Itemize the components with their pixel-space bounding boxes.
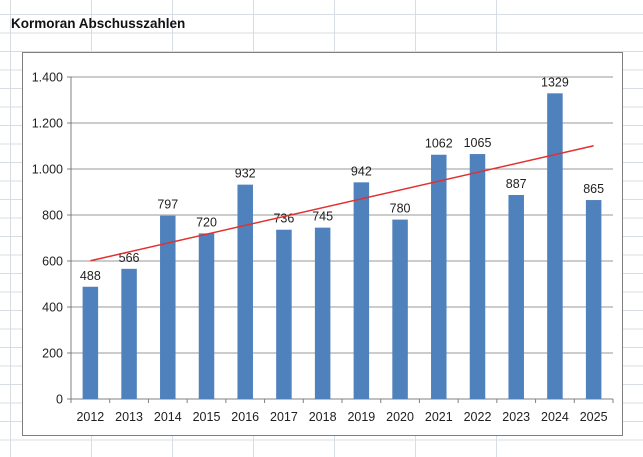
data-label: 780 bbox=[390, 202, 411, 216]
x-axis-label: 2023 bbox=[502, 410, 530, 424]
y-axis-label: 1.200 bbox=[32, 117, 63, 131]
y-axis-label: 1.400 bbox=[32, 71, 63, 85]
x-axis-label: 2013 bbox=[115, 410, 143, 424]
data-label: 797 bbox=[157, 198, 178, 212]
x-axis-label: 2025 bbox=[580, 410, 608, 424]
data-label: 1329 bbox=[541, 75, 569, 89]
x-axis-label: 2017 bbox=[270, 410, 298, 424]
bar[interactable] bbox=[547, 93, 563, 399]
x-axis-label: 2012 bbox=[76, 410, 104, 424]
y-axis-label: 200 bbox=[42, 347, 63, 361]
bar[interactable] bbox=[508, 194, 524, 399]
chart-frame[interactable]: 0 200 400 600 800 1.000 1.200 1.400 488 566 797 720… bbox=[22, 52, 623, 436]
bar[interactable] bbox=[276, 229, 292, 399]
x-axis-label: 2015 bbox=[193, 410, 221, 424]
x-axis-label: 2014 bbox=[154, 410, 182, 424]
bar[interactable] bbox=[314, 227, 331, 399]
data-label: 887 bbox=[506, 177, 527, 191]
y-axis-label: 1.000 bbox=[32, 163, 63, 177]
data-label: 488 bbox=[80, 269, 101, 283]
bar[interactable] bbox=[198, 233, 215, 399]
data-label: 865 bbox=[583, 182, 604, 196]
bar[interactable] bbox=[431, 154, 447, 399]
chart-canvas: 0 200 400 600 800 1.000 1.200 1.400 488 566 797 720… bbox=[32, 71, 614, 424]
y-axis-label: 600 bbox=[42, 255, 63, 269]
data-label: 566 bbox=[119, 251, 140, 265]
x-axis-label: 2018 bbox=[309, 410, 337, 424]
data-label: 745 bbox=[312, 210, 333, 224]
data-label: 720 bbox=[196, 215, 217, 229]
y-axis-label: 400 bbox=[42, 301, 63, 315]
bar[interactable] bbox=[392, 219, 408, 399]
x-axis-label: 2019 bbox=[347, 410, 375, 424]
data-label: 942 bbox=[351, 164, 372, 178]
chart-title-cell: Kormoran Abschusszahlen bbox=[11, 16, 186, 31]
y-axis-label: 0 bbox=[56, 393, 63, 407]
x-axis-label: 2020 bbox=[386, 410, 414, 424]
bar[interactable] bbox=[585, 200, 602, 399]
bar[interactable] bbox=[353, 182, 370, 399]
bar[interactable] bbox=[82, 286, 99, 399]
bar[interactable] bbox=[121, 268, 137, 399]
x-axis-label: 2022 bbox=[464, 410, 492, 424]
trendline[interactable] bbox=[90, 145, 594, 262]
bar[interactable] bbox=[469, 154, 486, 399]
data-label: 1065 bbox=[464, 136, 492, 150]
data-label: 932 bbox=[235, 167, 256, 181]
bar[interactable] bbox=[160, 215, 176, 399]
x-axis-label: 2024 bbox=[541, 410, 569, 424]
y-axis-label: 800 bbox=[42, 209, 63, 223]
data-label: 1062 bbox=[425, 137, 453, 151]
x-axis-label: 2016 bbox=[231, 410, 259, 424]
x-axis-label: 2021 bbox=[425, 410, 453, 424]
bar[interactable] bbox=[237, 184, 253, 399]
